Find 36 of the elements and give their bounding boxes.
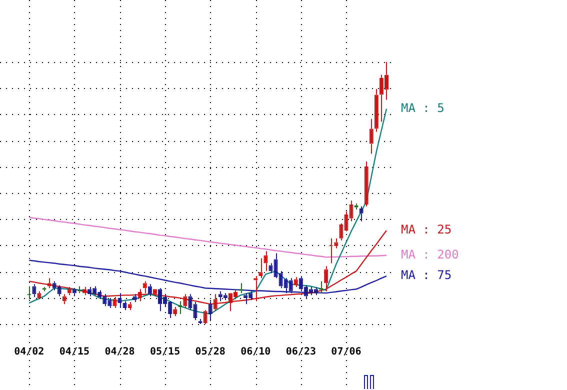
- candlestick: [138, 288, 142, 302]
- x-tick-label: 07/06: [331, 346, 362, 358]
- candlestick: [374, 88, 378, 132]
- candlestick: [32, 284, 36, 298]
- series-label: MA : 5: [401, 101, 444, 116]
- candlestick: [208, 300, 212, 322]
- candlestick: [148, 284, 152, 297]
- candlestick: [132, 294, 137, 302]
- candlestick: [324, 266, 328, 292]
- candlestick: [62, 294, 66, 305]
- candlestick: [142, 280, 147, 294]
- candlestick: [47, 278, 52, 289]
- x-tick-label: 05/28: [195, 346, 226, 358]
- candlestick: [258, 258, 263, 279]
- candlestick: [122, 300, 127, 311]
- x-tick-label: 04/28: [104, 346, 135, 358]
- candlestick: [128, 301, 132, 311]
- candlestick: [294, 276, 298, 288]
- candlestick: [67, 286, 72, 296]
- series-label: MA : 200: [401, 247, 459, 262]
- x-tick-label: 04/02: [14, 346, 44, 358]
- candlestick: [264, 250, 268, 272]
- candlestick: [369, 118, 374, 154]
- candlestick: [82, 286, 87, 296]
- candlestick: [364, 161, 368, 207]
- x-tick-label: 05/15: [150, 346, 180, 358]
- x-tick-label: 04/15: [59, 346, 90, 358]
- candlestick: [72, 288, 76, 297]
- x-tick-label: 06/10: [240, 346, 271, 358]
- candlestick: [118, 292, 122, 309]
- series-label: MA : 75: [401, 268, 452, 282]
- candlestick: [173, 306, 178, 317]
- x-tick-label: 06/23: [286, 346, 316, 358]
- series-label: MA : 25: [401, 222, 452, 237]
- candlestick: [152, 289, 157, 297]
- candlestick: [359, 206, 364, 222]
